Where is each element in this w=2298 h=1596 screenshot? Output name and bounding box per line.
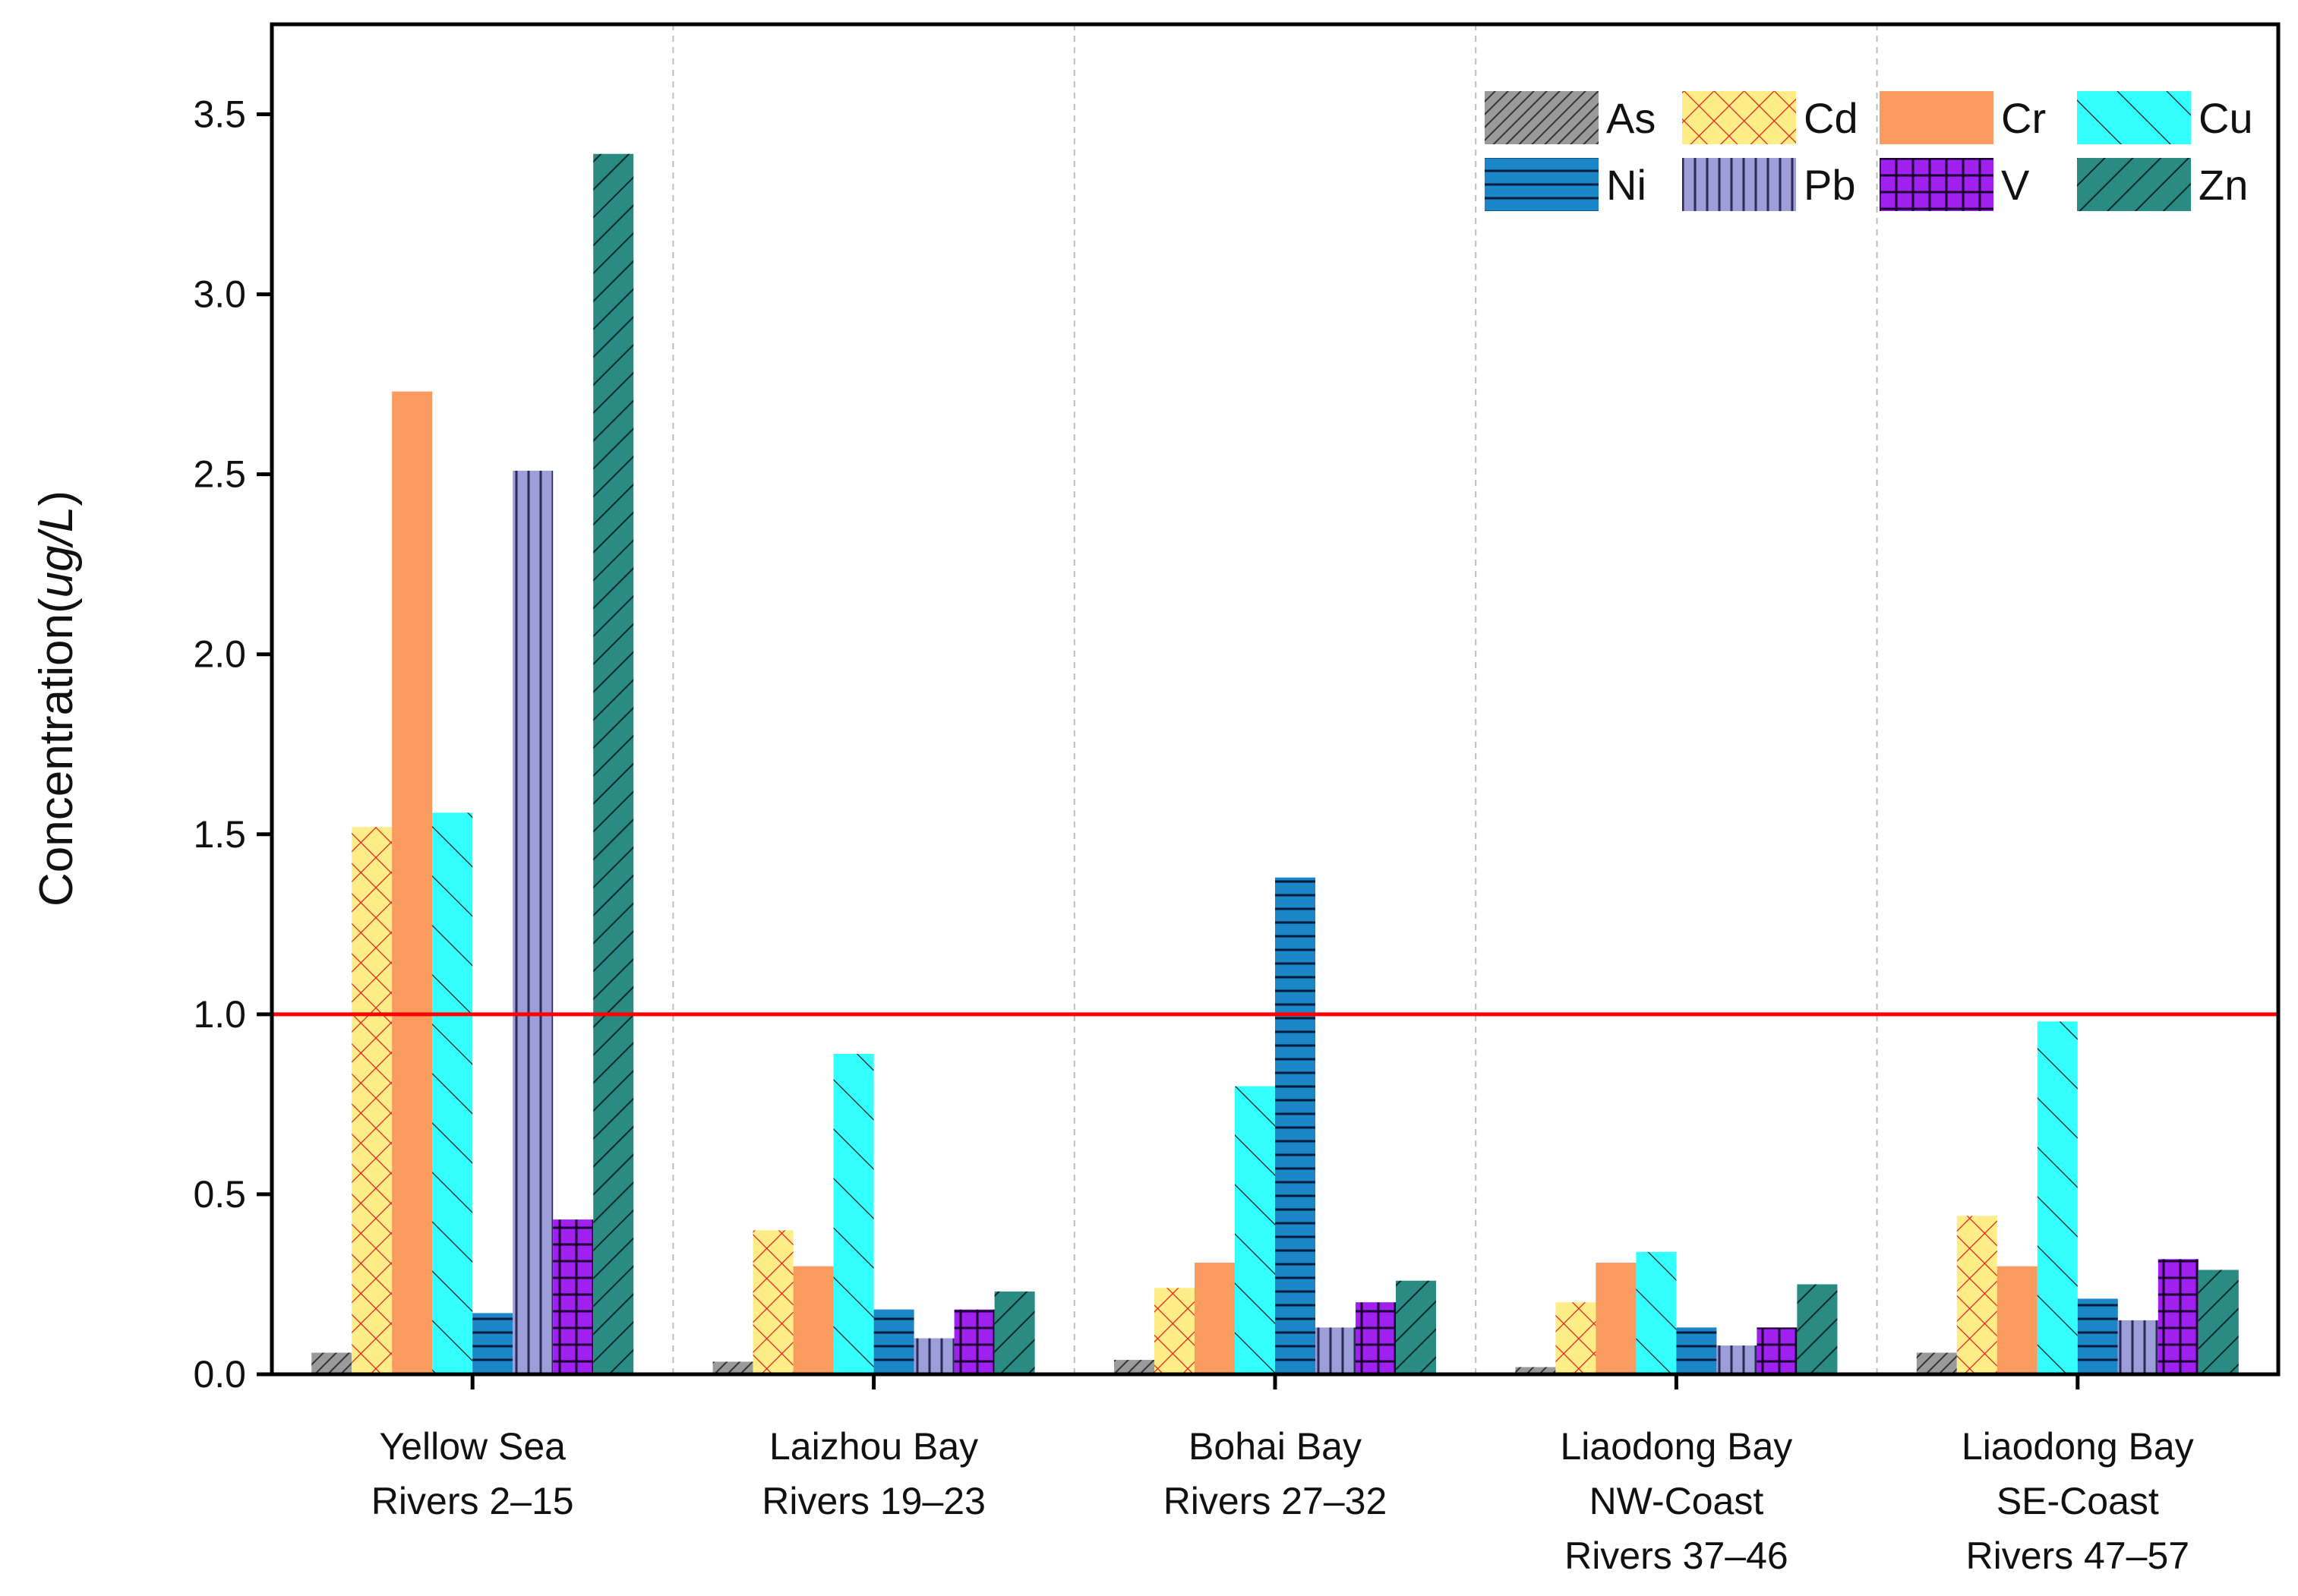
bar-ni-2 bbox=[873, 1309, 914, 1374]
group-separators bbox=[672, 24, 1878, 1374]
bar-v-3 bbox=[1356, 1302, 1396, 1374]
x-category-label-line: Rivers 19–23 bbox=[762, 1480, 986, 1522]
bar-cu-1 bbox=[432, 812, 473, 1374]
bar-zn-1 bbox=[593, 153, 634, 1375]
bar-pb-1 bbox=[513, 470, 554, 1375]
bar-zn-5 bbox=[2198, 1270, 2239, 1374]
bar-zn-2 bbox=[994, 1291, 1035, 1374]
y-axis-label-open-paren: ( bbox=[30, 598, 83, 613]
bar-v-4 bbox=[1757, 1327, 1798, 1374]
bar-pb-2 bbox=[914, 1338, 955, 1374]
y-tick-label: 3.0 bbox=[193, 273, 246, 316]
bar-cr-3 bbox=[1195, 1263, 1235, 1374]
legend-label-v: V bbox=[2001, 161, 2030, 209]
x-category-label-line: NW-Coast bbox=[1589, 1480, 1764, 1522]
y-tick-label: 0.0 bbox=[193, 1353, 246, 1396]
legend-swatch-pb bbox=[1682, 158, 1796, 211]
x-category-label: Liaodong Bay NW-Coast Rivers 37–46 bbox=[1560, 1425, 1792, 1577]
bar-as-1 bbox=[311, 1352, 352, 1374]
bar-pb-5 bbox=[2117, 1320, 2158, 1374]
bar-as-3 bbox=[1114, 1360, 1154, 1374]
bar-ni-1 bbox=[472, 1313, 513, 1374]
legend-label-pb: Pb bbox=[1804, 161, 1856, 209]
bar-cd-5 bbox=[1956, 1216, 1997, 1374]
y-tick-label: 1.5 bbox=[193, 813, 246, 856]
legend-swatch-as bbox=[1485, 91, 1599, 144]
bar-cu-4 bbox=[1636, 1251, 1677, 1374]
bar-cr-5 bbox=[1997, 1266, 2038, 1374]
bar-ni-5 bbox=[2077, 1298, 2118, 1374]
legend-swatch-cr bbox=[1880, 91, 1993, 144]
bar-cd-3 bbox=[1154, 1288, 1195, 1374]
x-category-label: Liaodong Bay SE-Coast Rivers 47–57 bbox=[1962, 1425, 2194, 1577]
bar-cd-1 bbox=[352, 827, 393, 1374]
bar-v-5 bbox=[2158, 1259, 2199, 1374]
bar-cu-5 bbox=[2037, 1021, 2078, 1374]
x-category-label-line: Liaodong Bay bbox=[1962, 1425, 2194, 1468]
legend-swatch-cu bbox=[2077, 91, 2191, 144]
x-category-label-line: Liaodong Bay bbox=[1560, 1425, 1792, 1468]
y-axis-ticks: 0.0 0.5 1.0 1.5 2.0 2.5 3.0 3.5 bbox=[193, 93, 272, 1396]
bar-zn-3 bbox=[1396, 1280, 1436, 1374]
y-axis-label-unit: ug/L bbox=[30, 506, 83, 598]
x-category-label: Laizhou Bay Rivers 19–23 bbox=[762, 1425, 986, 1522]
y-tick-label: 2.0 bbox=[193, 633, 246, 676]
bar-cu-3 bbox=[1235, 1086, 1275, 1374]
bar-ni-4 bbox=[1676, 1327, 1717, 1374]
x-category-label-line: Rivers 37–46 bbox=[1564, 1534, 1788, 1577]
bar-cd-2 bbox=[753, 1230, 794, 1374]
y-axis-label-main: Concentration bbox=[30, 613, 83, 907]
legend-label-cu: Cu bbox=[2199, 94, 2253, 142]
x-category-label-line: SE-Coast bbox=[1997, 1480, 2159, 1522]
x-category-label-line: Rivers 27–32 bbox=[1163, 1480, 1387, 1522]
legend-swatch-cd bbox=[1682, 91, 1796, 144]
bar-pb-4 bbox=[1716, 1345, 1757, 1374]
x-category-label-line: Bohai Bay bbox=[1188, 1425, 1362, 1468]
x-axis-category-labels: Yellow Sea Rivers 2–15 Laizhou Bay Rivers 1… bbox=[371, 1374, 2194, 1577]
bar-cr-2 bbox=[793, 1266, 834, 1374]
legend-label-cr: Cr bbox=[2001, 94, 2046, 142]
bar-cr-1 bbox=[392, 391, 433, 1375]
bar-as-4 bbox=[1515, 1367, 1556, 1374]
legend-label-as: As bbox=[1606, 94, 1656, 142]
y-tick-label: 3.5 bbox=[193, 93, 246, 136]
legend-label-zn: Zn bbox=[2199, 161, 2248, 209]
legend-swatch-v bbox=[1880, 158, 1993, 211]
bar-cu-2 bbox=[833, 1054, 874, 1374]
legend-label-ni: Ni bbox=[1606, 161, 1646, 209]
bar-ni-3 bbox=[1275, 877, 1315, 1374]
y-tick-label: 1.0 bbox=[193, 993, 246, 1036]
x-category-label-line: Yellow Sea bbox=[379, 1425, 566, 1468]
x-category-label-line: Rivers 2–15 bbox=[371, 1480, 574, 1522]
bar-pb-3 bbox=[1315, 1327, 1356, 1374]
legend: As Cd Cr Cu Ni Pb V Zn bbox=[1485, 91, 2253, 211]
x-category-label-line: Laizhou Bay bbox=[769, 1425, 978, 1468]
bar-cr-4 bbox=[1596, 1263, 1637, 1374]
x-category-label: Bohai Bay Rivers 27–32 bbox=[1163, 1425, 1387, 1522]
y-axis-label: Concentration(ug/L) bbox=[30, 490, 83, 907]
bar-as-2 bbox=[712, 1361, 753, 1374]
y-axis-label-close-paren: ) bbox=[30, 490, 83, 506]
legend-swatch-zn bbox=[2077, 158, 2191, 211]
bars bbox=[311, 153, 2239, 1375]
bar-as-5 bbox=[1916, 1352, 1957, 1374]
bar-v-1 bbox=[553, 1219, 594, 1374]
x-category-label-line: Rivers 47–57 bbox=[1965, 1534, 2189, 1577]
bar-zn-4 bbox=[1797, 1284, 1838, 1374]
y-tick-label: 2.5 bbox=[193, 453, 246, 496]
bar-cd-4 bbox=[1555, 1302, 1596, 1374]
bar-v-2 bbox=[954, 1309, 995, 1374]
x-category-label: Yellow Sea Rivers 2–15 bbox=[371, 1425, 574, 1522]
legend-label-cd: Cd bbox=[1804, 94, 1858, 142]
legend-swatch-ni bbox=[1485, 158, 1599, 211]
y-tick-label: 0.5 bbox=[193, 1173, 246, 1216]
